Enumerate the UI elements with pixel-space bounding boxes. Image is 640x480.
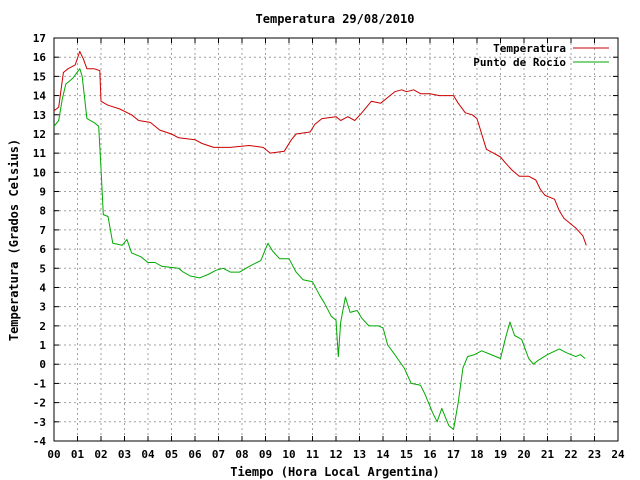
x-tick-label: 18 [470, 448, 483, 461]
x-tick-label: 23 [588, 448, 601, 461]
x-tick-label: 20 [517, 448, 530, 461]
legend-label-temperatura: Temperatura [493, 42, 566, 55]
x-tick-label: 19 [494, 448, 507, 461]
series-line-temperatura [53, 50, 587, 246]
x-tick-label: 07 [212, 448, 225, 461]
y-tick-label: 3 [39, 301, 46, 314]
x-tick-label: 13 [353, 448, 366, 461]
tick-labels: 00 01 02 03 04 05 06 07 08 09 10 11 12 13 14 15 16 17 18 19… [33, 32, 625, 461]
y-tick-label: -1 [33, 377, 47, 390]
x-tick-label: 03 [118, 448, 131, 461]
chart-title: Temperatura 29/08/2010 [256, 12, 415, 26]
y-tick-label: 4 [39, 281, 46, 294]
x-tick-label: 14 [376, 448, 390, 461]
y-tick-label: 0 [39, 358, 46, 371]
x-axis-label: Tiempo (Hora Local Argentina) [230, 465, 440, 479]
y-tick-label: 5 [39, 262, 46, 275]
y-tick-label: 6 [39, 243, 46, 256]
x-tick-label: 10 [282, 448, 295, 461]
legend-label-punto-de-rocio: Punto de Rocío [473, 56, 566, 69]
y-tick-label: -3 [33, 416, 46, 429]
x-tick-label: 22 [564, 448, 577, 461]
y-tick-label: 14 [33, 90, 47, 103]
y-axis-label: Temperatura (Grados Celsius) [7, 139, 21, 341]
y-tick-label: 13 [33, 109, 46, 122]
y-tick-label: 16 [33, 51, 47, 64]
x-tick-label: 16 [423, 448, 437, 461]
y-tick-label: -2 [33, 397, 46, 410]
x-tick-label: 12 [329, 448, 342, 461]
y-tick-label: 10 [33, 166, 46, 179]
x-tick-label: 24 [611, 448, 625, 461]
y-tick-label: 15 [33, 70, 46, 83]
y-tick-label: 11 [33, 147, 47, 160]
y-tick-label: -4 [33, 435, 47, 448]
y-tick-label: 7 [39, 224, 46, 237]
x-tick-label: 17 [447, 448, 460, 461]
y-tick-label: 1 [39, 339, 46, 352]
x-tick-label: 00 [47, 448, 60, 461]
x-tick-label: 05 [165, 448, 178, 461]
y-tick-label: 8 [39, 205, 46, 218]
plot-frame [53, 37, 619, 442]
grid [53, 37, 619, 442]
y-tick-label: 2 [39, 320, 46, 333]
x-tick-label: 08 [235, 448, 248, 461]
x-tick-label: 15 [400, 448, 413, 461]
legend: Temperatura Punto de Rocío [473, 42, 609, 69]
y-tick-label: 17 [33, 32, 46, 45]
series-layer [53, 50, 587, 430]
x-tick-label: 02 [94, 448, 107, 461]
x-tick-label: 06 [188, 448, 202, 461]
y-tick-label: 9 [39, 186, 46, 199]
x-tick-label: 11 [306, 448, 320, 461]
x-tick-label: 04 [141, 448, 155, 461]
x-tick-label: 01 [71, 448, 85, 461]
x-tick-label: 21 [541, 448, 555, 461]
y-tick-label: 12 [33, 128, 46, 141]
x-tick-label: 09 [259, 448, 272, 461]
series-line-punto-de-rocio [53, 68, 586, 430]
